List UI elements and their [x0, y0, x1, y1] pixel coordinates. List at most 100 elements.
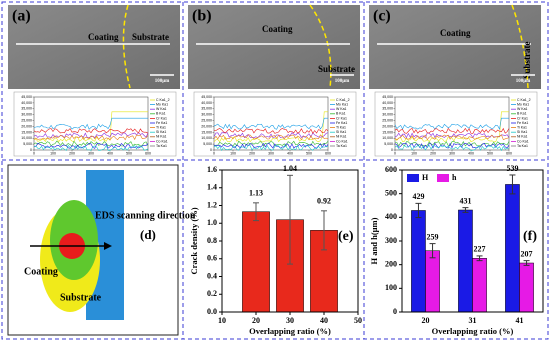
- direction-text: EDS scanning direction: [95, 210, 196, 221]
- y-tick-label: 1.6: [207, 165, 217, 174]
- legend-label: Fe Ka1: [336, 121, 347, 125]
- x-tick-label: 100: [230, 151, 236, 155]
- substrate-text: Substrate: [318, 64, 355, 74]
- value-label: 539: [506, 164, 518, 173]
- coating-text: Coating: [88, 32, 119, 42]
- legend-label: Ni Ka1: [156, 135, 167, 139]
- coating-text: Coating: [24, 266, 58, 277]
- y-tick-label: 1.0: [207, 218, 217, 227]
- legend-swatch: [437, 174, 449, 182]
- y-tick-label: 0: [391, 148, 393, 152]
- bar: [242, 211, 270, 313]
- x-tick-label: 300: [88, 151, 94, 155]
- x-tick-label: 20: [252, 316, 260, 325]
- value-label: 259: [427, 232, 439, 241]
- y-tick-label: 10,000: [382, 136, 393, 140]
- y-tick-label: 400: [385, 212, 397, 221]
- x-tick-label: 100: [50, 151, 56, 155]
- y-axis-label: Crack density (%): [189, 207, 199, 274]
- value-label: 1.04: [283, 164, 297, 173]
- trace: [213, 117, 328, 130]
- panel-label: (e): [338, 229, 354, 244]
- trace: [394, 127, 510, 134]
- legend-label: C Ka1_2: [336, 98, 350, 102]
- x-tick-label: 31: [469, 316, 477, 325]
- y-tick-label: 40,000: [201, 101, 212, 105]
- legend-label: Si Ka1: [336, 130, 346, 134]
- y-tick-label: 45,000: [201, 95, 212, 99]
- trace: [33, 128, 149, 134]
- x-tick-label: 200: [69, 151, 75, 155]
- trace: [394, 117, 509, 131]
- panel-label: (d): [140, 227, 156, 242]
- line-scan-frame: [193, 91, 357, 157]
- bar: [505, 184, 520, 313]
- y-tick-label: 30,000: [201, 113, 212, 117]
- y-tick-label: 5,000: [384, 142, 393, 146]
- trace: [213, 132, 329, 139]
- x-tick-label: 20: [422, 316, 430, 325]
- y-tick-label: 10,000: [21, 136, 32, 140]
- x-tick-label: 40: [320, 316, 328, 325]
- trace: [213, 128, 329, 134]
- y-tick-label: 30,000: [382, 113, 393, 117]
- legend-label: Mo Ka1: [517, 103, 529, 107]
- legend-label: Si Ka1: [517, 130, 527, 134]
- boundary: [511, 4, 529, 89]
- y-tick-label: 10,000: [201, 136, 212, 140]
- y-tick-label: 40,000: [21, 101, 32, 105]
- y-tick-label: 25,000: [201, 118, 212, 122]
- y-tick-label: 35,000: [201, 107, 212, 111]
- trace: [213, 140, 329, 147]
- arrow-head: [104, 242, 112, 250]
- x-axis-label: Overlapping ratio (%): [432, 326, 514, 336]
- legend-label: Ti Ka1: [517, 126, 527, 130]
- legend-label: W Ka1: [156, 107, 167, 111]
- y-tick-label: 45,000: [21, 95, 32, 99]
- y-tick-label: 0: [30, 148, 32, 152]
- legend-label: Ni Ka1: [517, 135, 528, 139]
- legend-label: h: [452, 173, 457, 182]
- y-tick-label: 200: [385, 259, 397, 268]
- x-tick-label: 300: [268, 151, 274, 155]
- legend-label: C Ka1_2: [156, 98, 170, 102]
- y-tick-label: 500: [385, 188, 397, 197]
- trace: [33, 132, 149, 139]
- y-tick-label: 40,000: [382, 101, 393, 105]
- y-tick-label: 0.4: [207, 271, 217, 280]
- x-tick-label: 200: [249, 151, 255, 155]
- legend-label: B Ka1: [336, 112, 346, 116]
- trace: [394, 144, 510, 152]
- x-tick-label: 400: [468, 151, 474, 155]
- trace: [213, 144, 329, 152]
- x-tick-label: 500: [306, 151, 312, 155]
- value-label: 1.13: [249, 189, 263, 198]
- x-tick-label: 300: [449, 151, 455, 155]
- legend-label: Ta Ka1: [336, 144, 347, 148]
- bar: [425, 250, 440, 313]
- line-scan-frame: [374, 91, 538, 157]
- legend-label: B Ka1: [517, 112, 527, 116]
- x-tick-label: 400: [287, 151, 293, 155]
- x-tick-label: 41: [516, 316, 524, 325]
- y-tick-label: 0.6: [207, 254, 217, 263]
- bar: [472, 258, 487, 313]
- y-tick-label: 15,000: [201, 130, 212, 134]
- x-tick-label: 500: [126, 151, 132, 155]
- y-tick-label: 25,000: [21, 118, 32, 122]
- value-label: 429: [412, 192, 424, 201]
- y-tick-label: 15,000: [21, 130, 32, 134]
- panel-label: (b): [192, 8, 212, 25]
- trace: [33, 140, 149, 147]
- legend-label: Ta Ka1: [156, 144, 167, 148]
- y-tick-label: 0: [393, 307, 397, 316]
- y-tick-label: 35,000: [21, 107, 32, 111]
- bar: [458, 209, 473, 313]
- value-label: 0.92: [317, 197, 331, 206]
- y-tick-label: 0: [210, 148, 212, 152]
- x-tick-label: 50: [354, 316, 362, 325]
- y-tick-label: 25,000: [382, 118, 393, 122]
- x-tick-label: 100: [411, 151, 417, 155]
- x-tick-label: 0: [394, 151, 396, 155]
